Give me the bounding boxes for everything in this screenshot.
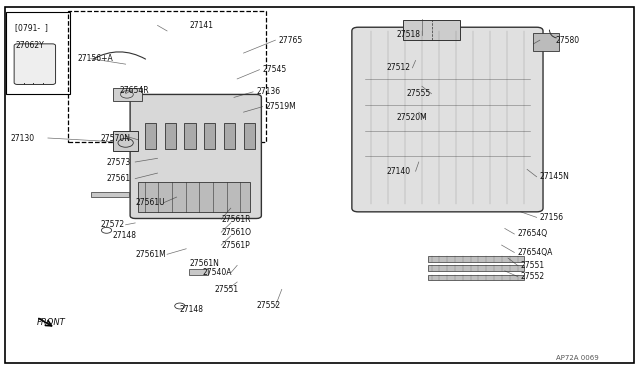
Bar xyxy=(184,123,196,149)
Text: 27130: 27130 xyxy=(11,134,35,142)
Text: 27570N: 27570N xyxy=(100,134,130,142)
Text: 27551: 27551 xyxy=(215,285,239,294)
Text: 27156: 27156 xyxy=(540,213,564,222)
Text: 27561N: 27561N xyxy=(189,259,220,268)
Bar xyxy=(428,256,524,262)
Text: 27561P: 27561P xyxy=(221,241,250,250)
Text: 27561U: 27561U xyxy=(135,198,165,207)
Text: 27552: 27552 xyxy=(521,272,545,281)
Text: 27145N: 27145N xyxy=(540,172,570,181)
FancyBboxPatch shape xyxy=(130,94,261,218)
FancyBboxPatch shape xyxy=(14,44,56,84)
Bar xyxy=(164,123,176,149)
Text: 27520M: 27520M xyxy=(396,113,428,122)
Bar xyxy=(428,275,524,280)
Bar xyxy=(189,269,209,275)
Text: 27561R: 27561R xyxy=(221,215,251,224)
Bar xyxy=(68,11,266,142)
Text: FRONT: FRONT xyxy=(36,318,65,327)
Bar xyxy=(113,88,141,101)
Bar xyxy=(138,182,250,212)
Bar xyxy=(91,192,129,197)
Bar xyxy=(244,123,255,149)
Text: 27654R: 27654R xyxy=(119,86,149,94)
Text: 27518: 27518 xyxy=(396,30,420,39)
Bar xyxy=(6,13,70,94)
Text: 27512: 27512 xyxy=(387,63,411,72)
Text: 27156+A: 27156+A xyxy=(78,54,114,63)
Text: 27561O: 27561O xyxy=(221,228,252,237)
Text: 27552: 27552 xyxy=(256,301,280,311)
Text: [0791-  ]: [0791- ] xyxy=(15,23,48,32)
Bar xyxy=(534,33,559,51)
Bar xyxy=(403,20,460,40)
FancyBboxPatch shape xyxy=(352,27,543,212)
Text: 27580: 27580 xyxy=(556,36,580,45)
Text: 27555: 27555 xyxy=(406,89,430,98)
Text: 27136: 27136 xyxy=(256,87,280,96)
Text: 27141: 27141 xyxy=(189,21,213,30)
Text: 27573: 27573 xyxy=(106,157,131,167)
Bar xyxy=(204,123,216,149)
Text: 27551: 27551 xyxy=(521,261,545,270)
Text: 27765: 27765 xyxy=(278,36,303,45)
Text: 27140: 27140 xyxy=(387,167,411,176)
Text: 27572: 27572 xyxy=(100,220,124,229)
Text: 27519M: 27519M xyxy=(266,102,296,111)
Bar xyxy=(113,131,138,151)
Text: 27540A: 27540A xyxy=(202,268,232,277)
Bar xyxy=(428,265,524,271)
Text: 27148: 27148 xyxy=(180,305,204,314)
Text: 27561M: 27561M xyxy=(135,250,166,259)
Text: AP72A 0069: AP72A 0069 xyxy=(556,355,598,361)
Text: 27561: 27561 xyxy=(106,174,131,183)
Bar xyxy=(145,123,156,149)
Bar xyxy=(224,123,236,149)
Text: 27545: 27545 xyxy=(262,65,287,74)
Text: 27062Y: 27062Y xyxy=(15,41,44,50)
Text: 27654Q: 27654Q xyxy=(518,230,548,238)
Text: 27148: 27148 xyxy=(113,231,137,240)
Text: 27654QA: 27654QA xyxy=(518,248,553,257)
